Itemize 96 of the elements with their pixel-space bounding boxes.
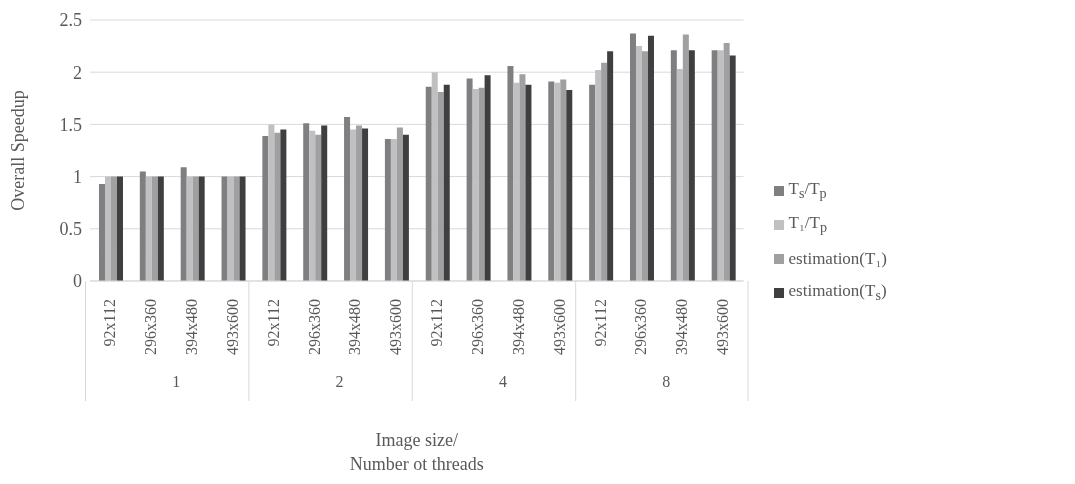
bar <box>356 125 363 281</box>
bar <box>629 33 636 281</box>
x-tick-label: 296x360 <box>142 299 160 355</box>
bar <box>151 176 158 281</box>
bar <box>425 86 432 281</box>
y-tick-label: 2.5 <box>59 10 82 31</box>
bar <box>601 62 608 281</box>
bar <box>676 69 683 281</box>
bar <box>239 176 246 281</box>
bar <box>711 50 718 281</box>
y-tick-label: 1 <box>73 166 82 187</box>
bar <box>198 176 205 281</box>
bar <box>180 167 187 281</box>
bar <box>186 176 193 281</box>
y-tick-label: 2 <box>73 62 82 83</box>
bar <box>315 134 322 281</box>
bar <box>344 117 351 281</box>
bar <box>280 129 287 281</box>
bar <box>589 84 596 281</box>
bar <box>723 42 730 281</box>
bar <box>98 183 105 281</box>
x-tick-label: 394x480 <box>509 299 527 355</box>
x-tick-label: 394x480 <box>183 299 201 355</box>
bar <box>145 176 152 281</box>
y-tick-label: 1.5 <box>59 114 82 135</box>
bar <box>729 55 736 281</box>
bar <box>192 176 199 281</box>
bar <box>484 75 491 281</box>
bar <box>390 139 397 281</box>
bar <box>670 50 677 281</box>
bar <box>227 176 234 281</box>
legend-label: T₁/T$_{p}$ <box>788 213 828 237</box>
bar <box>274 132 281 281</box>
bar <box>635 46 642 281</box>
bar <box>157 176 164 281</box>
bar <box>268 124 275 281</box>
bar <box>548 81 555 281</box>
y-axis-title: Overall Speedup <box>8 90 29 211</box>
legend-label: estimation(T$_{s}$) <box>788 281 887 305</box>
bar <box>362 128 369 281</box>
bar <box>641 51 648 281</box>
bar <box>104 176 111 281</box>
x-tick-label: 92x112 <box>264 299 282 347</box>
x-tick-label: 92x112 <box>428 299 446 347</box>
text: 4 <box>498 373 507 390</box>
bar <box>309 130 316 281</box>
text: 1 <box>172 373 181 390</box>
text: 8 <box>662 373 671 390</box>
bar <box>221 176 228 281</box>
x-axis-title: Image size/ Number ot threads <box>349 430 484 474</box>
bar <box>262 135 269 281</box>
bar <box>478 87 485 281</box>
bar <box>595 70 602 281</box>
bar <box>507 65 514 281</box>
bar <box>525 84 532 281</box>
x-tick-label: 92x112 <box>101 299 119 347</box>
x-tick-label: 493x600 <box>550 299 568 355</box>
bar <box>513 82 520 281</box>
bar <box>554 82 561 281</box>
x-tick-label: 394x480 <box>673 299 691 355</box>
bar <box>110 176 117 281</box>
bar <box>466 78 473 281</box>
x-tick-label: 296x360 <box>305 299 323 355</box>
x-tick-label: 493x600 <box>387 299 405 355</box>
bar <box>560 79 567 281</box>
bar <box>321 125 328 281</box>
bar <box>233 176 240 281</box>
x-tick-label: 493x600 <box>223 299 241 355</box>
x-tick-label: 493x600 <box>714 299 732 355</box>
bar <box>350 129 357 281</box>
bar <box>682 34 689 281</box>
bar <box>384 139 391 281</box>
bar <box>396 127 403 281</box>
bar <box>607 51 614 281</box>
bar <box>472 88 479 281</box>
x-tick-label: 296x360 <box>469 299 487 355</box>
bar <box>431 72 438 281</box>
bar <box>566 89 573 281</box>
bar <box>437 92 444 281</box>
bar <box>139 171 146 281</box>
bar <box>688 50 695 281</box>
legend-label: estimation(T₁) <box>788 249 887 269</box>
bar <box>402 134 409 281</box>
bar <box>647 35 654 281</box>
y-tick-label: 0.5 <box>59 219 82 240</box>
legend-label: T$_{s}$/T$_{p}$ <box>788 179 827 203</box>
bar <box>443 84 450 281</box>
text: 2 <box>335 373 344 390</box>
bar <box>519 74 526 281</box>
bar <box>717 50 724 281</box>
x-tick-label: 394x480 <box>346 299 364 355</box>
bar <box>116 176 123 281</box>
y-tick-label: 0 <box>73 271 82 292</box>
x-tick-label: 92x112 <box>591 299 609 347</box>
x-tick-label: 296x360 <box>632 299 650 355</box>
bar <box>303 123 310 281</box>
